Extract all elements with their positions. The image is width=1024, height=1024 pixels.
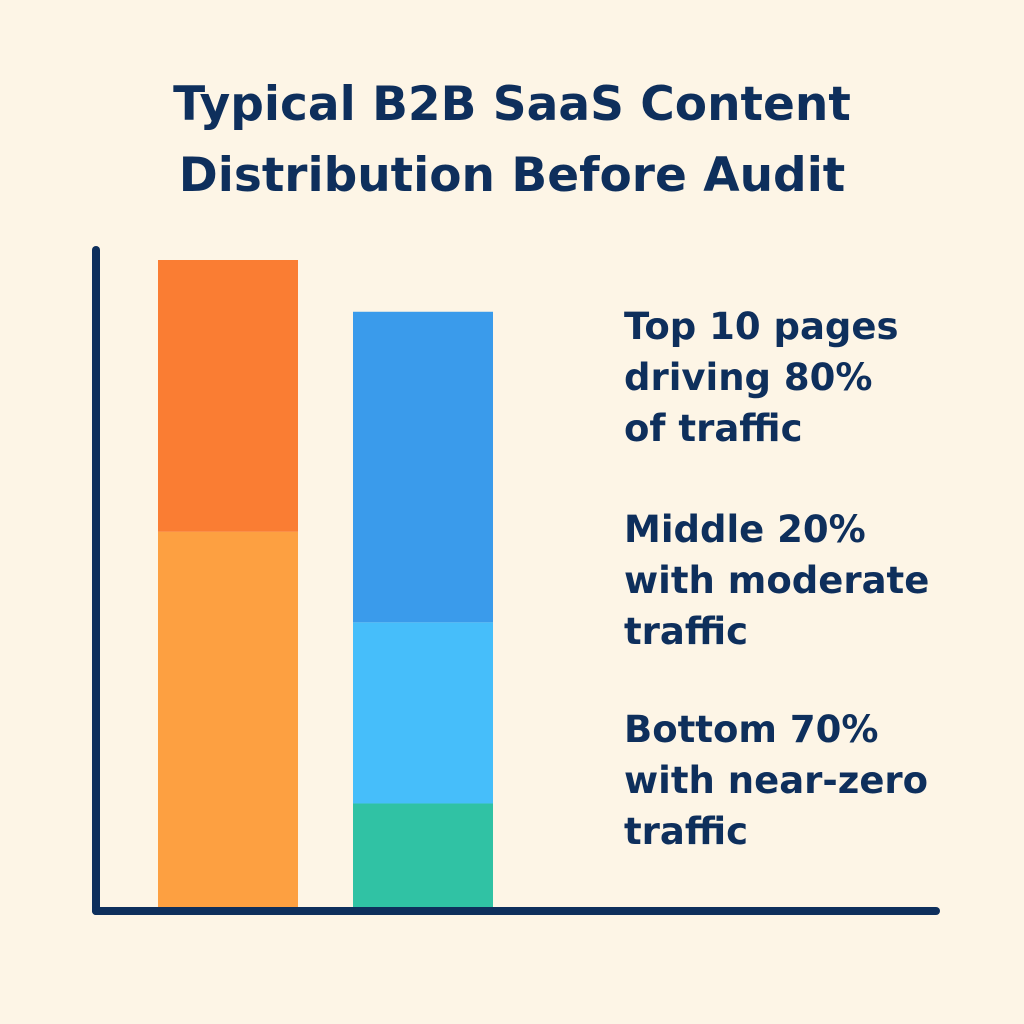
bar-1-segment-1 xyxy=(158,531,298,907)
bar-2-segment-2 xyxy=(353,622,493,804)
annotation-bottom-line-3: traffic xyxy=(624,810,749,853)
bar-2-segment-3 xyxy=(353,311,493,623)
annotation-bottom-pages: Bottom 70% with near-zero traffic xyxy=(624,704,994,857)
bar-1-segment-2 xyxy=(158,260,298,532)
chart-title: Typical B2B SaaS Content Distribution Be… xyxy=(0,70,1024,211)
annotation-middle-pages: Middle 20% with moderate traffic xyxy=(624,504,994,657)
bars-layer xyxy=(158,260,493,907)
annotation-top-pages: Top 10 pages driving 80% of traffic xyxy=(624,301,994,454)
chart-title-line-2: Distribution Before Audit xyxy=(178,147,846,203)
annotation-top-line-1: Top 10 pages xyxy=(624,305,899,348)
annotation-middle-line-2: with moderate xyxy=(624,559,930,602)
annotation-top-line-2: driving 80% xyxy=(624,356,873,399)
annotation-bottom-line-2: with near-zero xyxy=(624,759,929,802)
chart-title-line-1: Typical B2B SaaS Content xyxy=(173,77,851,132)
annotation-top-line-3: of traffic xyxy=(624,407,803,450)
annotation-middle-line-3: traffic xyxy=(624,610,749,653)
bar-2-segment-1 xyxy=(353,803,493,907)
annotation-middle-line-1: Middle 20% xyxy=(624,508,866,551)
annotation-bottom-line-1: Bottom 70% xyxy=(624,708,879,751)
